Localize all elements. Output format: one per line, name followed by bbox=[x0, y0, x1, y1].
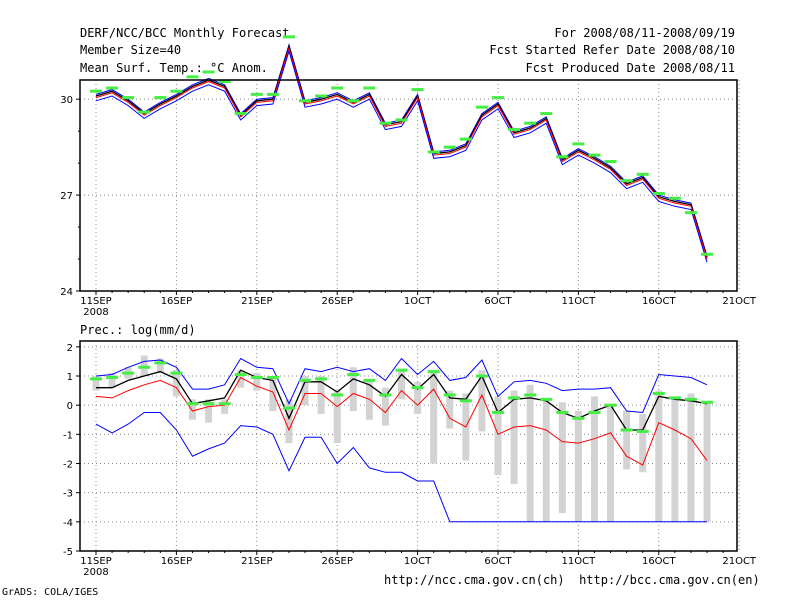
precip-xtick-label: 11OCT bbox=[562, 556, 597, 567]
temp-xtick-label: 16SEP bbox=[161, 296, 192, 307]
precip-spread-bar bbox=[381, 387, 389, 426]
precip-xtick-label: 21SEP bbox=[241, 556, 272, 567]
temp-line-lower bbox=[95, 46, 708, 260]
precip-spread-bar bbox=[623, 411, 631, 470]
precip-spread-bar bbox=[237, 370, 245, 388]
precip-spread-bar bbox=[414, 381, 422, 414]
precip-spread-bar bbox=[526, 384, 534, 522]
precip-ytick-label: 1 bbox=[67, 372, 73, 383]
precip-title: Prec.: log(mm/d) bbox=[80, 323, 196, 337]
precip-spread-bar bbox=[655, 390, 663, 522]
precip-ytick-label: -3 bbox=[63, 489, 73, 500]
temp-ytick-label: 30 bbox=[60, 95, 73, 106]
website-links[interactable]: http://ncc.cma.gov.cn(ch) http://bcc.cma… bbox=[384, 573, 760, 587]
precip-xtick-label: 11SEP bbox=[80, 556, 111, 567]
temp-line-lower_outer bbox=[95, 49, 708, 263]
temp-line-ensemble_mean bbox=[95, 44, 708, 258]
precip-spread-bar bbox=[703, 402, 711, 522]
temp-xtick-label: 6OCT bbox=[484, 296, 512, 307]
precip-line-upper bbox=[95, 357, 708, 414]
precip-xtick-label: 16SEP bbox=[161, 556, 192, 567]
precip-spread-bar bbox=[590, 396, 598, 522]
chart-title: DERF/NCC/BCC Monthly Forecast bbox=[80, 26, 290, 40]
precip-spread-bar bbox=[446, 390, 454, 429]
precip-spread-bar bbox=[172, 370, 180, 397]
temp-ytick-label: 24 bbox=[60, 287, 73, 298]
forecast-produced-date: Fcst Produced Date 2008/08/11 bbox=[525, 61, 735, 75]
precip-xtick-label: 21OCT bbox=[722, 556, 757, 567]
precip-spread-bar bbox=[333, 390, 341, 444]
precip-plot-frame bbox=[79, 340, 738, 552]
precip-line-lower bbox=[95, 376, 708, 466]
precip-spread-bar bbox=[253, 373, 261, 391]
precip-spread-bar bbox=[494, 396, 502, 476]
precip-ytick-label: -4 bbox=[63, 518, 73, 529]
precip-spread-bar bbox=[285, 399, 293, 444]
temp-plot-frame bbox=[79, 79, 738, 292]
precip-spread-bar bbox=[607, 405, 615, 522]
temp-xtick-label: 26SEP bbox=[321, 296, 352, 307]
precip-spread-bar bbox=[92, 376, 100, 391]
precip-ytick-label: -5 bbox=[63, 547, 73, 558]
precip-spread-bar bbox=[108, 373, 116, 388]
precip-ytick-label: -2 bbox=[63, 460, 73, 471]
precip-line-lower_outer bbox=[95, 412, 707, 523]
forecast-start-date: Fcst Started Refer Date 2008/08/10 bbox=[489, 43, 735, 57]
temp-xtick-label: 11OCT bbox=[562, 296, 597, 307]
member-size-label: Member Size=40 bbox=[80, 43, 182, 57]
precip-spread-bar bbox=[687, 393, 695, 522]
temp-xtick-label: 21SEP bbox=[241, 296, 272, 307]
precip-spread-bar bbox=[542, 399, 550, 522]
temp-xtick-label: 11SEP bbox=[80, 296, 111, 307]
temp-xtick-label: 21OCT bbox=[722, 296, 757, 307]
precip-spread-bar bbox=[156, 358, 164, 374]
precip-spread-bar bbox=[205, 399, 213, 423]
precip-xtick-label: 6OCT bbox=[484, 556, 512, 567]
variable-label: Mean Surf. Temp.: °C Anom. bbox=[80, 61, 268, 75]
temp-xtick-label: 1OCT bbox=[404, 296, 432, 307]
precip-ytick-label: 2 bbox=[67, 343, 73, 354]
temp-ytick-label: 27 bbox=[60, 191, 73, 202]
precip-spread-bar bbox=[301, 376, 309, 406]
precip-ytick-label: 0 bbox=[67, 401, 73, 412]
temp-year-label: 2008 bbox=[83, 307, 108, 318]
precip-spread-bar bbox=[188, 399, 196, 420]
precip-spread-bar bbox=[558, 402, 566, 514]
precip-spread-bar bbox=[671, 399, 679, 522]
temp-xtick-label: 16OCT bbox=[642, 296, 677, 307]
precip-xtick-label: 1OCT bbox=[404, 556, 432, 567]
grads-credit: GrADS: COLA/IGES bbox=[2, 587, 99, 598]
precip-spread-bar bbox=[639, 413, 647, 473]
precip-year-label: 2008 bbox=[83, 567, 108, 578]
precip-xtick-label: 16OCT bbox=[642, 556, 677, 567]
precip-spread-bar bbox=[317, 376, 325, 414]
precip-spread-bar bbox=[574, 411, 582, 522]
precip-spread-bar bbox=[398, 370, 406, 400]
precip-spread-bar bbox=[510, 390, 518, 484]
precip-spread-bar bbox=[430, 370, 438, 464]
precip-xtick-label: 26SEP bbox=[321, 556, 352, 567]
precip-spread-bar bbox=[221, 399, 229, 414]
precip-spread-bar bbox=[269, 376, 277, 411]
precip-ytick-label: -1 bbox=[63, 430, 73, 441]
precip-spread-bar bbox=[478, 370, 486, 432]
forecast-period: For 2008/08/11-2008/09/19 bbox=[554, 26, 735, 40]
precip-spread-bar bbox=[349, 367, 357, 411]
